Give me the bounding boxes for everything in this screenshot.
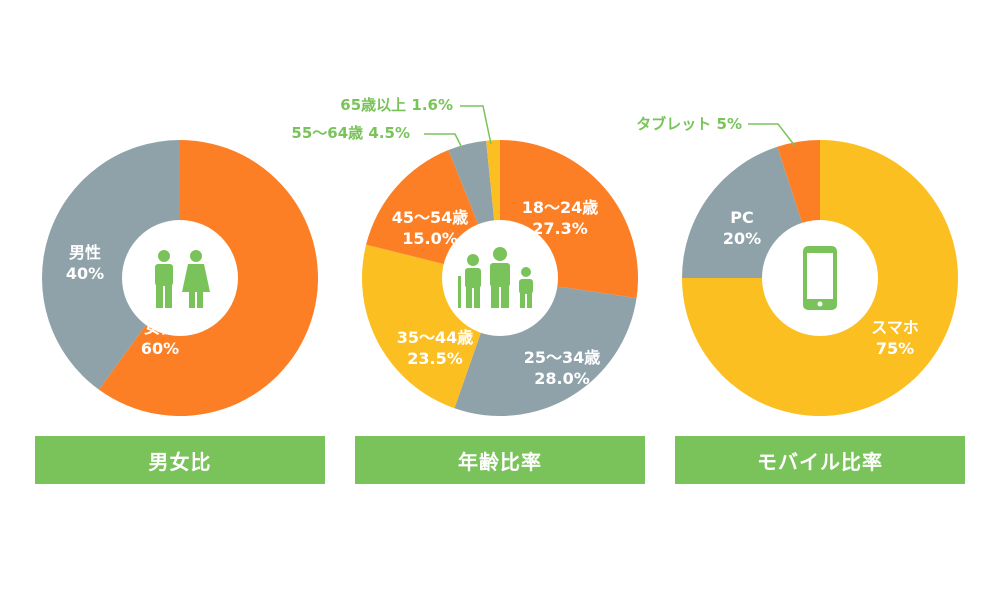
chart-title-gender: 男女比 — [35, 436, 325, 484]
male-female-icon — [155, 250, 210, 308]
slice-label-gender-1: 男性 40% — [66, 243, 104, 283]
slice-label-age-0: 18〜24歳 27.3% — [522, 198, 599, 238]
chart-title-mobile: モバイル比率 — [675, 436, 965, 484]
slice-callout-mobile-2: タブレット 5% — [636, 115, 742, 133]
leader-line-mobile-2 — [748, 123, 796, 147]
chart-title-age: 年齢比率 — [355, 436, 645, 484]
slice-callout-age-5: 65歳以上 1.6% — [340, 96, 453, 114]
donut-hole-gender — [122, 220, 238, 336]
pie-chart-mobile: スマホ 75% PC 20% タブレット 5% — [636, 115, 958, 416]
slice-label-age-2: 35〜44歳 23.5% — [397, 328, 474, 368]
slice-label-mobile-0: スマホ 75% — [871, 318, 919, 358]
slice-label-age-3: 45〜54歳 15.0% — [392, 208, 469, 248]
leader-line-age-4 — [424, 133, 463, 149]
pie-chart-age: 18〜24歳 27.3% 25〜34歳 28.0% 35〜44歳 23.5% 45〜54歳 1… — [291, 96, 638, 416]
slice-label-age-1: 25〜34歳 28.0% — [524, 348, 601, 388]
pie-slice-gender-1 — [41, 140, 180, 390]
family-icon — [458, 247, 533, 308]
slice-callout-age-4: 55〜64歳 4.5% — [291, 124, 410, 142]
leader-line-age-5 — [460, 105, 492, 145]
smartphone-icon — [803, 246, 837, 310]
slice-label-mobile-1: PC 20% — [723, 208, 761, 248]
